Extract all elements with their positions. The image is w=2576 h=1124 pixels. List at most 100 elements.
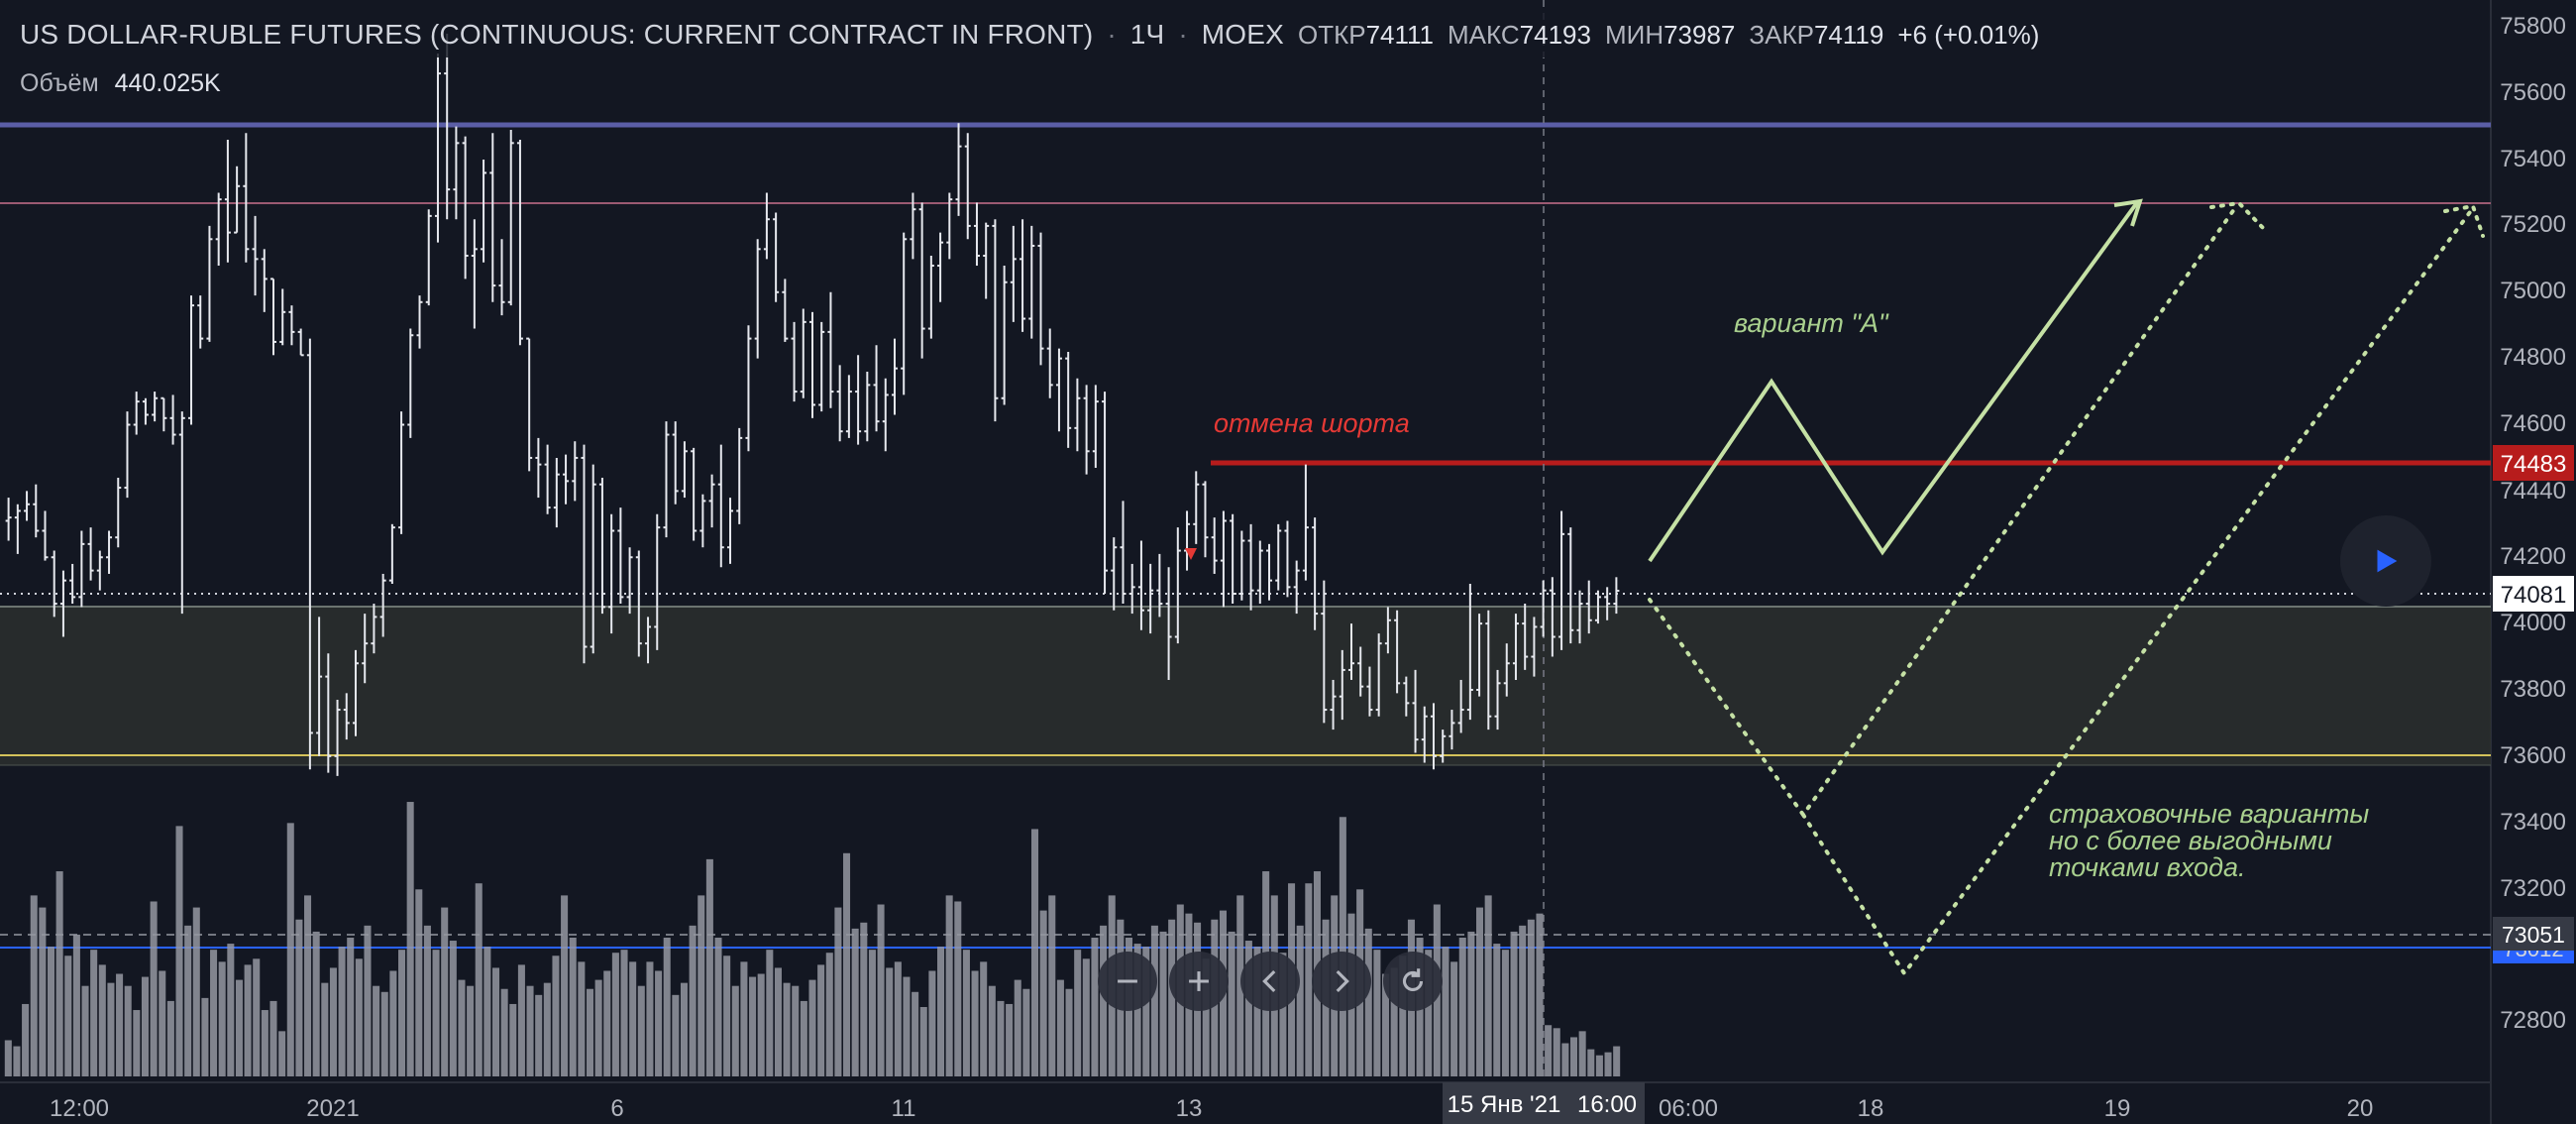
ohlc-bar bbox=[526, 337, 533, 472]
replay-button[interactable] bbox=[2340, 515, 2431, 607]
volume-bar bbox=[261, 1010, 268, 1076]
volume-bars bbox=[4, 802, 1621, 1076]
volume-bar bbox=[757, 973, 765, 1076]
volume-bar bbox=[64, 955, 72, 1076]
ohlc-bar bbox=[398, 411, 405, 534]
volume-bar bbox=[731, 985, 739, 1076]
ohlc-bar bbox=[745, 325, 752, 452]
ohlc-bar bbox=[845, 375, 852, 438]
close-value: 74119 bbox=[1813, 19, 1884, 50]
ohlc-bar bbox=[453, 126, 460, 220]
ohlc-bar bbox=[1357, 646, 1364, 697]
ohlc-bar bbox=[489, 133, 496, 302]
volume-bar bbox=[928, 970, 936, 1076]
volume-bar bbox=[937, 947, 945, 1076]
volume-bar bbox=[449, 941, 457, 1076]
volume-bar bbox=[286, 823, 294, 1076]
volume-bar bbox=[1030, 829, 1039, 1076]
volume-bar bbox=[774, 967, 782, 1076]
reset-chart-button[interactable] bbox=[1383, 952, 1443, 1011]
insurance-path-2[interactable] bbox=[1801, 206, 2475, 977]
volume-bar bbox=[107, 982, 115, 1076]
scroll-right-button[interactable] bbox=[1312, 952, 1371, 1011]
volume-bar bbox=[723, 955, 731, 1076]
volume-bar bbox=[766, 950, 774, 1076]
volume-bar bbox=[672, 994, 680, 1076]
volume-bar bbox=[594, 979, 602, 1076]
volume-bar bbox=[919, 1007, 927, 1076]
ohlc-bar bbox=[946, 192, 953, 260]
interval[interactable]: 1Ч bbox=[1129, 19, 1165, 50]
volume-bar bbox=[1142, 947, 1150, 1076]
ohlc-bar bbox=[1211, 517, 1218, 574]
volume-bar bbox=[1510, 931, 1518, 1076]
variant-a-arrowhead bbox=[2113, 198, 2143, 227]
ohlc-bar bbox=[407, 328, 414, 438]
volume-bar bbox=[364, 925, 372, 1076]
ohlc-bar bbox=[983, 222, 990, 299]
symbol-name[interactable]: US DOLLAR-RUBLE FUTURES (CONTINUOUS: CUR… bbox=[20, 19, 1094, 50]
ohlc-bar bbox=[910, 192, 916, 260]
price-tick: 74000 bbox=[2500, 610, 2566, 636]
ohlc-bar bbox=[1457, 679, 1464, 733]
ohlc-bar bbox=[1531, 617, 1538, 677]
ohlc-bar bbox=[1293, 560, 1300, 615]
volume-bar bbox=[150, 901, 158, 1076]
insurance-arrowhead-1 bbox=[2209, 200, 2267, 232]
ohlc-bar bbox=[1321, 580, 1328, 724]
volume-bar bbox=[491, 967, 500, 1076]
insurance-arrowhead-2 bbox=[2443, 203, 2485, 238]
ohlc-bar bbox=[572, 441, 579, 502]
ohlc-bar bbox=[33, 484, 40, 538]
volume-bar bbox=[740, 961, 748, 1076]
insurance-label-line3: точками входа. bbox=[2049, 852, 2246, 882]
volume-bar bbox=[423, 925, 431, 1076]
zoom-in-button[interactable] bbox=[1169, 952, 1229, 1011]
volume-bar bbox=[1339, 817, 1346, 1076]
time-tick: 19 bbox=[2104, 1095, 2131, 1122]
ohlc-bar bbox=[471, 219, 478, 329]
ohlc-bar bbox=[462, 136, 469, 280]
ohlc-bar bbox=[626, 547, 633, 615]
volume-bar bbox=[269, 1000, 277, 1076]
ohlc-bar bbox=[261, 249, 268, 312]
ohlc-bar bbox=[1128, 563, 1135, 615]
ohlc-bar bbox=[334, 700, 341, 776]
volume-bar bbox=[1425, 950, 1433, 1076]
volume-bar bbox=[1399, 955, 1407, 1076]
ohlc-bar bbox=[215, 192, 222, 267]
volume-bar bbox=[1305, 883, 1313, 1076]
ohlc-bar bbox=[1449, 710, 1455, 750]
ohlc-bar bbox=[1384, 607, 1391, 654]
volume-bar bbox=[611, 953, 619, 1076]
ohlc-bar bbox=[1247, 523, 1254, 611]
zoom-out-button[interactable] bbox=[1098, 952, 1157, 1011]
volume-bar bbox=[175, 826, 183, 1076]
volume-bar bbox=[1545, 1025, 1553, 1076]
volume-ma-badge bbox=[2493, 917, 2574, 951]
volume-bar bbox=[808, 979, 816, 1076]
volume-bar bbox=[116, 973, 124, 1076]
volume-bar bbox=[441, 907, 449, 1076]
volume-bar bbox=[1048, 895, 1056, 1076]
chevron-right-icon bbox=[1336, 969, 1349, 993]
ohlc-bar bbox=[873, 345, 880, 432]
ohlc-bar bbox=[855, 355, 862, 445]
volume-bar bbox=[1065, 988, 1073, 1076]
volume-bar bbox=[133, 1010, 141, 1076]
variant-a-path[interactable] bbox=[1648, 199, 2140, 563]
time-tick-next: 06:00 bbox=[1659, 1095, 1718, 1122]
plus-icon bbox=[1189, 971, 1209, 991]
ohlc-bar bbox=[1001, 266, 1008, 405]
volume-bar bbox=[4, 1040, 12, 1076]
volume-bar bbox=[783, 982, 791, 1076]
ohlc-bar bbox=[1503, 643, 1510, 697]
scroll-left-button[interactable] bbox=[1240, 952, 1300, 1011]
ohlc-bar bbox=[782, 279, 789, 342]
volume-bar bbox=[338, 947, 346, 1076]
ohlc-bar bbox=[352, 649, 359, 736]
ohlc-bar bbox=[1238, 530, 1245, 601]
price-tick: 74440 bbox=[2500, 478, 2566, 505]
volume-bar bbox=[1056, 979, 1064, 1076]
